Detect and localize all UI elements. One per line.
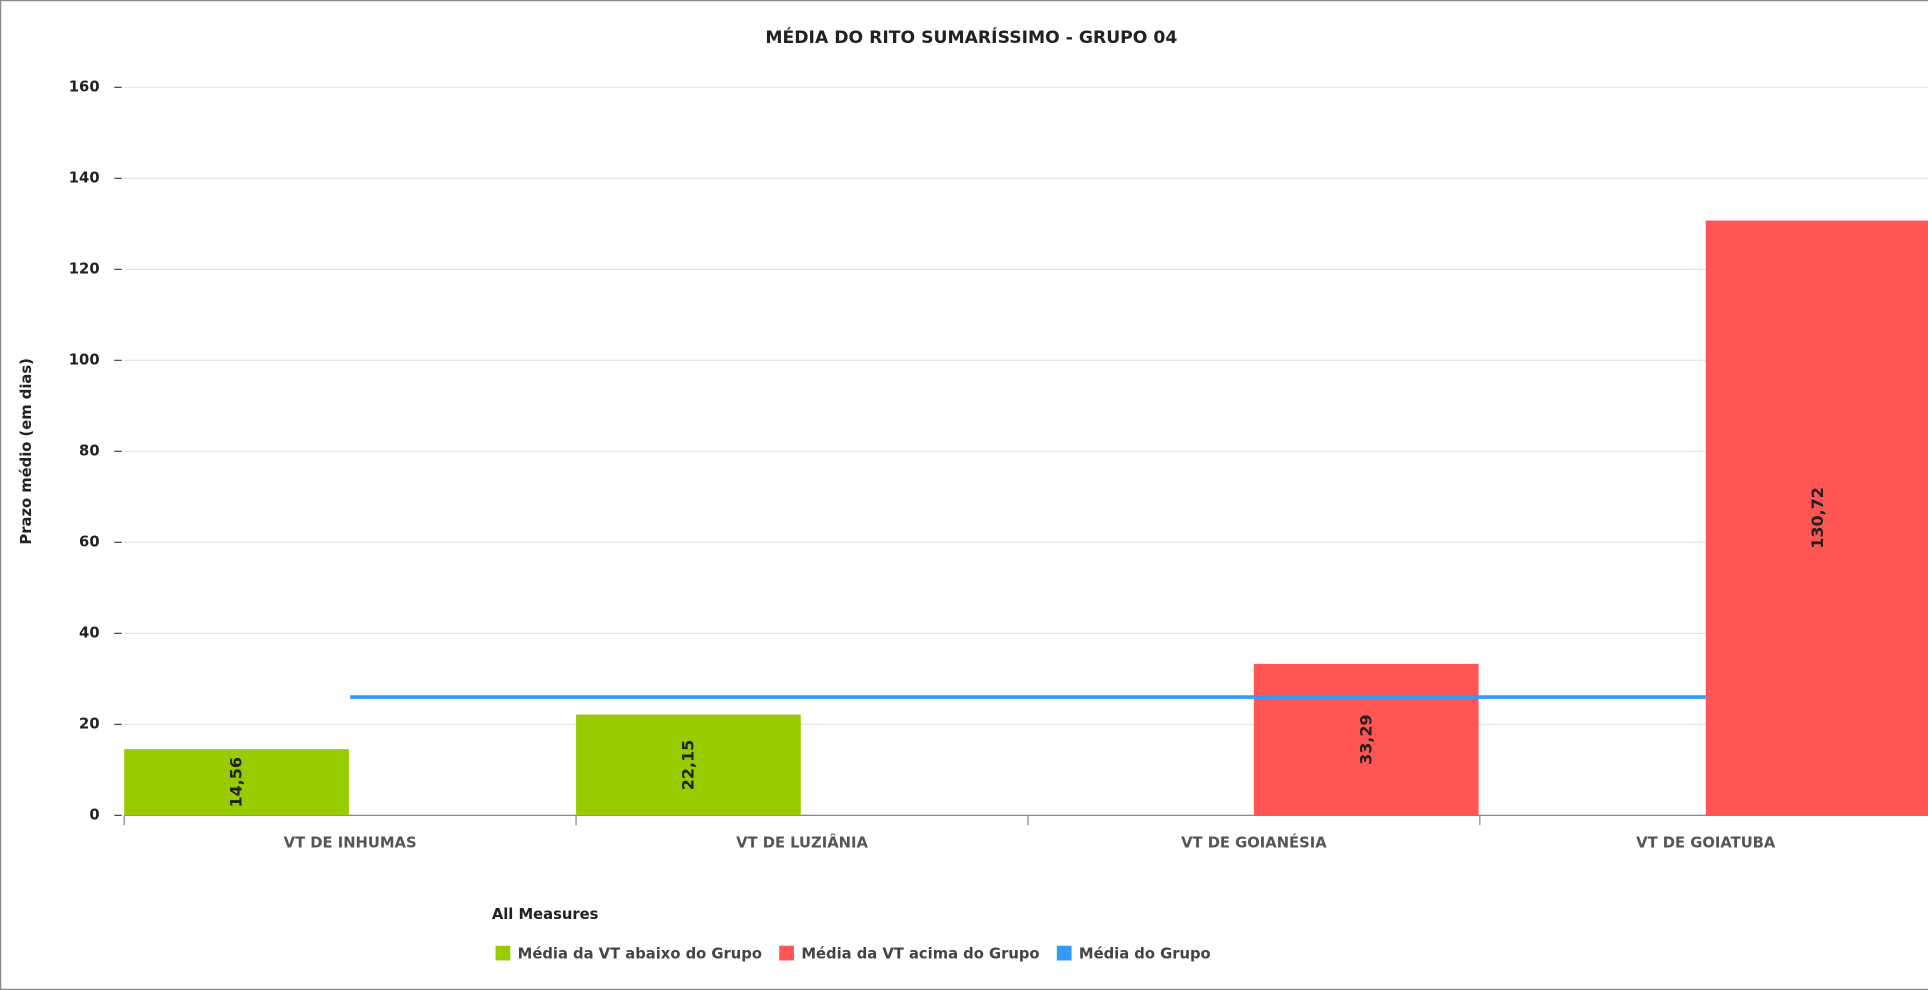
y-tick-label: 0 (89, 806, 99, 823)
legend-swatch (495, 945, 511, 961)
y-tick-label: 100 (69, 351, 100, 368)
y-axis-label: Prazo médio (em dias) (18, 358, 35, 545)
y-tick-label: 80 (79, 442, 100, 459)
chart-title: MÉDIA DO RITO SUMARÍSSIMO - GRUPO 04 (765, 26, 1177, 48)
legend-text: Média do Grupo (1079, 945, 1211, 962)
bar (576, 714, 801, 816)
legend-swatch (1056, 945, 1072, 961)
bar (1253, 663, 1479, 816)
y-tick-label: 140 (69, 169, 100, 186)
y-tick-label: 20 (79, 715, 100, 732)
legend-swatch (779, 945, 794, 961)
y-tick-label: 120 (69, 260, 100, 277)
value-label: 22,15 (679, 740, 698, 791)
bar (1705, 220, 1928, 816)
bar (124, 749, 349, 816)
legend-title: All Measures (492, 906, 599, 923)
x-tick-label: VT DE INHUMAS (284, 835, 417, 852)
x-tick-label: VT DE GOIATUBA (1636, 835, 1776, 852)
value-label: 14,56 (227, 757, 246, 808)
x-tick-label: VT DE GOIANÉSIA (1181, 835, 1327, 852)
y-tick-label: 160 (69, 78, 100, 95)
legend-text: Média da VT abaixo do Grupo (518, 945, 762, 962)
legend-text: Média da VT acima do Grupo (801, 945, 1039, 962)
y-tick-label: 40 (79, 624, 100, 641)
y-tick-label: 60 (79, 533, 100, 550)
x-tick-label: VT DE LUZIÂNIA (736, 835, 868, 852)
value-label: 33,29 (1356, 714, 1375, 765)
value-label: 130,72 (1808, 487, 1827, 549)
